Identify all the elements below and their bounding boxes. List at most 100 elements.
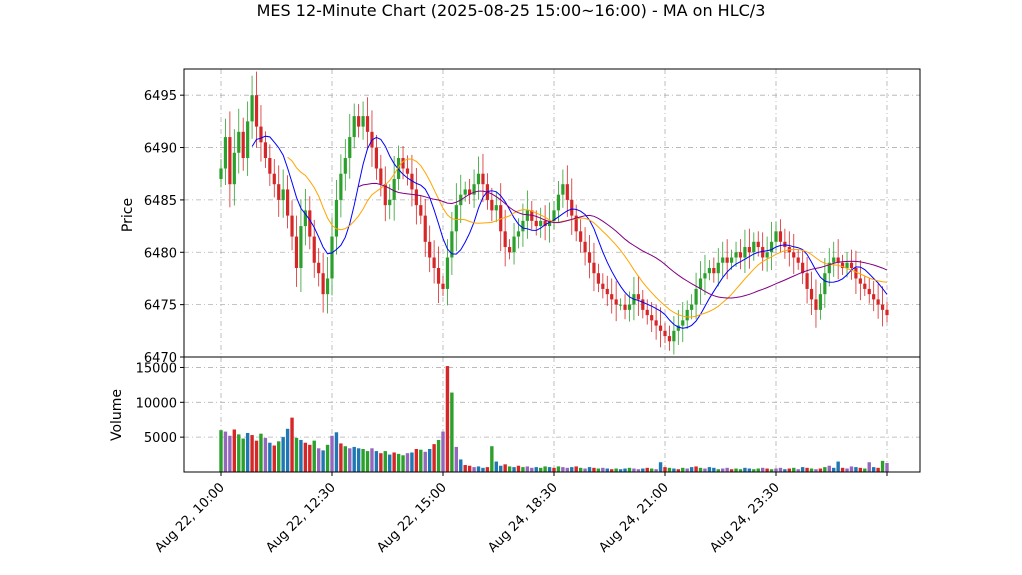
candle-body [623,304,627,310]
candle-body [561,184,565,195]
candle-body [796,257,800,263]
volume-bar [308,444,312,472]
candle-body [299,226,303,268]
volume-bar [414,449,419,472]
candle-body [641,299,645,310]
candle-body [570,199,574,216]
volume-bar [863,468,867,472]
candle-body [734,252,738,258]
candle-body [805,273,809,289]
candle-body [365,116,370,132]
volume-tick-label: 10000 [136,396,177,411]
candle-body [712,267,716,274]
volume-bar [752,469,756,472]
candle-body [277,184,281,200]
volume-bar [330,435,334,472]
candle-body [738,252,743,258]
candle-body [410,173,414,190]
volume-bar [827,465,831,472]
volume-bar [223,431,228,472]
volume-bar [774,468,778,472]
volume-bar [436,439,441,472]
volume-axis-label: Volume [109,389,125,441]
x-tick-label: Aug 24, 23:30 [707,480,783,556]
ma-mid-line [287,156,888,318]
price-tick-label: 6470 [144,351,177,366]
volume-bar [232,429,237,472]
volume-bar [756,468,760,472]
candle-body [401,158,405,169]
volume-bar [534,467,538,472]
candle-body [317,262,321,274]
volume-bar [729,469,734,472]
candle-body [672,330,676,342]
volume-bar [760,467,765,472]
volume-bar [299,439,303,472]
volume-bar [410,452,414,472]
candle-body [867,288,871,295]
candle-body [858,278,862,284]
volume-bar [854,467,858,472]
candle-body [516,231,521,237]
candle-body [676,325,680,331]
candle-body [876,299,880,305]
candle-body [383,184,387,206]
candle-body [872,294,876,300]
candle-body [663,330,667,337]
volume-bar [538,467,543,472]
volume-bar [858,467,863,472]
volume-bar [636,469,641,472]
candle-body [587,252,592,263]
candle-body [543,220,547,227]
volume-bar [321,450,325,472]
candle-body [499,205,503,232]
volume-bar [712,467,716,472]
candle-body [272,173,276,185]
volume-bar [219,430,223,472]
volume-bar [490,446,494,472]
price-tick-label: 6480 [144,246,177,261]
volume-bar [605,468,609,472]
candle-body [690,304,694,310]
volume-bar [592,467,596,472]
volume-bar [356,448,361,472]
candle-body [636,294,640,300]
candle-body [774,231,778,242]
volume-bar [374,451,379,472]
volume-bar [263,437,268,472]
volume-bar [245,432,250,472]
candle-body [228,137,232,185]
volume-bar [343,446,348,472]
volume-bar [654,469,658,472]
volume-bar [459,459,463,472]
candle-body [854,267,858,279]
candle-body [645,309,649,316]
candle-body [885,309,889,316]
candle-body [339,173,343,200]
volume-bar [809,468,814,472]
volume-bar [667,467,672,472]
price-panel-frame [183,68,921,358]
candle-body [698,278,703,289]
volume-bar [747,468,752,472]
volume-bar [587,467,592,472]
candle-body [814,299,818,310]
candle-body [454,205,458,232]
candle-body [534,220,538,227]
candle-body [752,241,756,253]
volume-bar [845,468,849,472]
volume-bar [765,468,769,472]
x-tick-label: Aug 22, 10:00 [152,480,228,556]
candle-body [294,236,299,268]
candle-body [463,189,467,195]
volume-bar [703,468,707,472]
volume-bar [627,467,632,472]
x-tick-label: Aug 22, 12:30 [263,480,339,556]
candle-body [441,283,445,289]
candle-body [650,315,654,321]
volume-bar [769,469,774,472]
volume-bar [818,468,823,472]
candle-body [769,241,774,253]
volume-bar [432,444,436,472]
volume-bar [281,437,285,472]
